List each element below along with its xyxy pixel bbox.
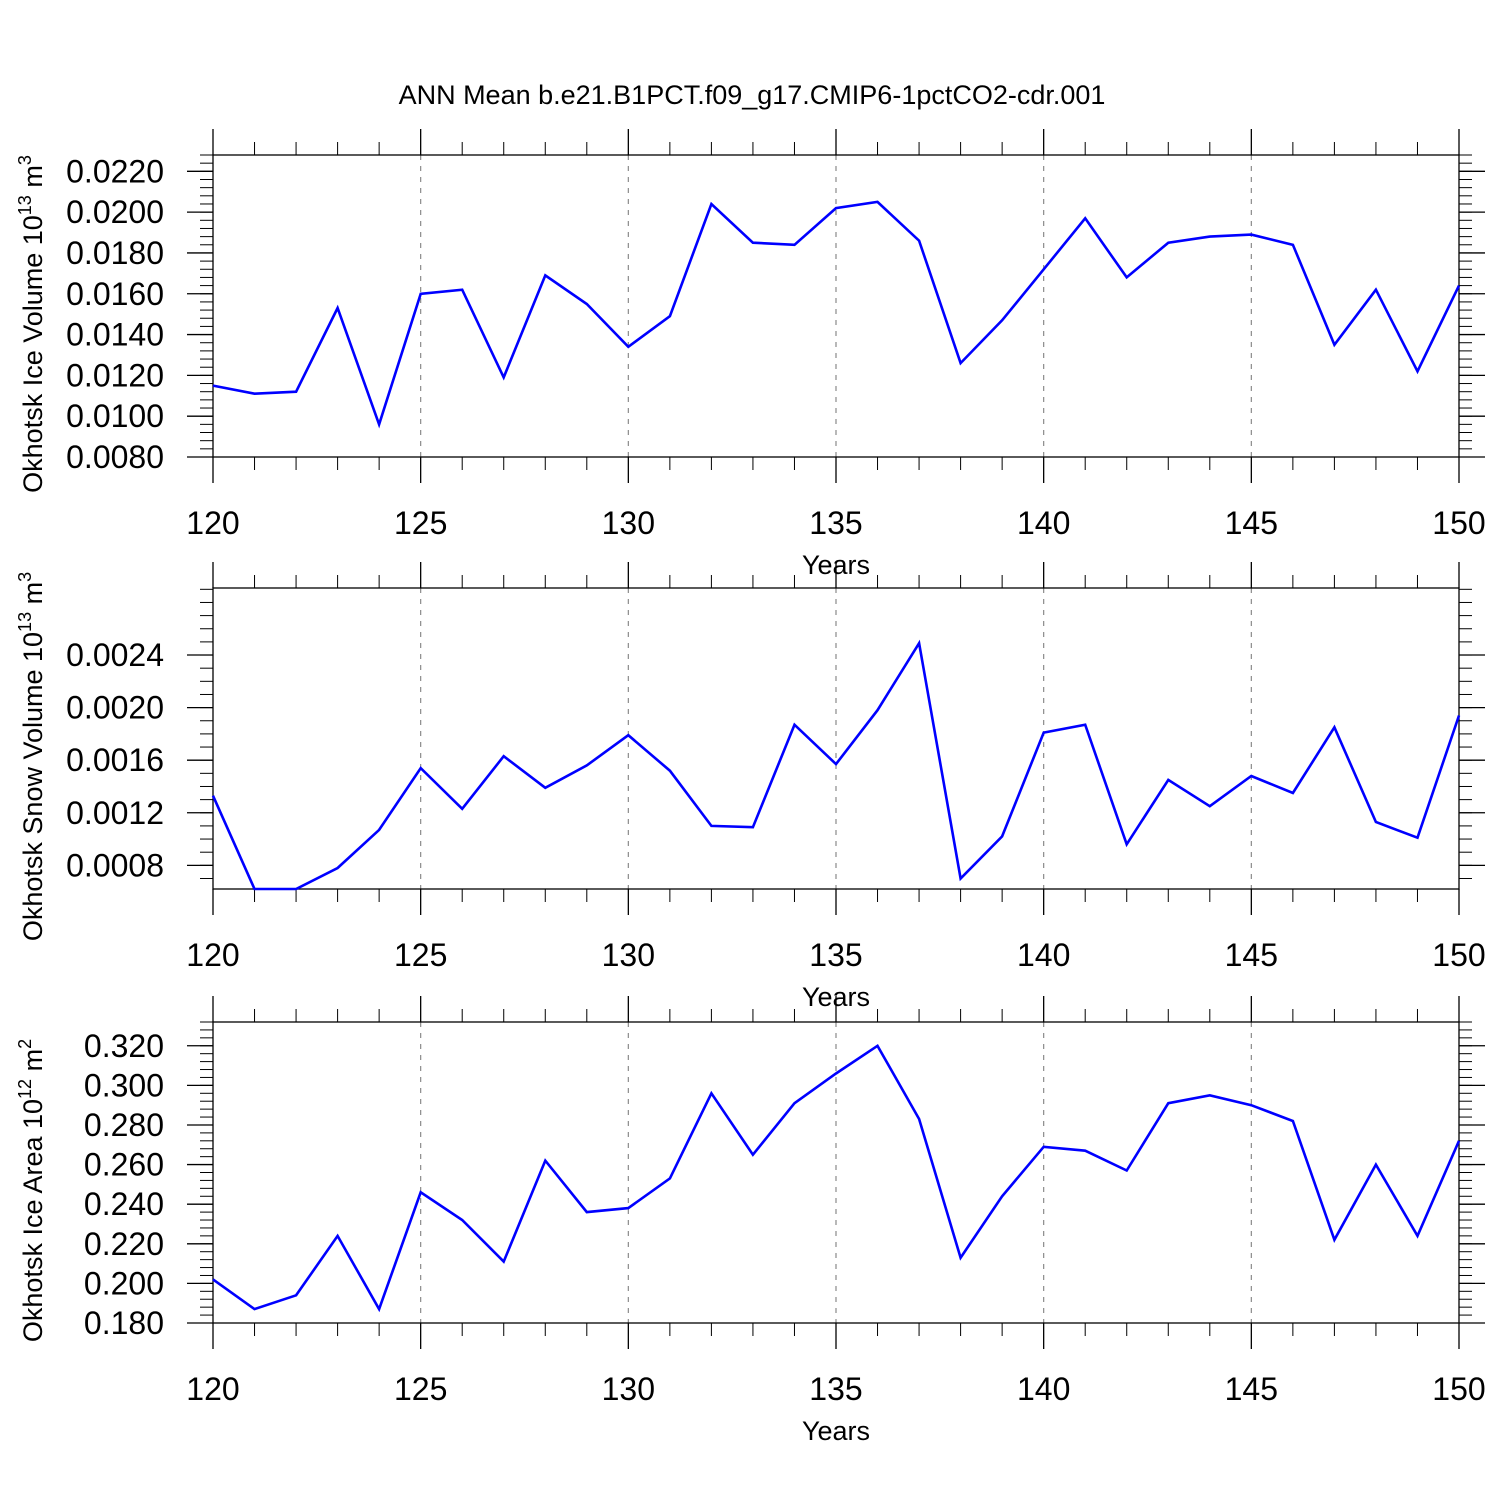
y-axis-label: Okhotsk Ice Volume 1013 m3 bbox=[15, 155, 48, 493]
y-tick-label: 0.0100 bbox=[66, 398, 164, 434]
y-axis-label-unit: m bbox=[18, 582, 48, 612]
y-tick-label: 0.0180 bbox=[66, 235, 164, 271]
y-tick-label: 0.0120 bbox=[66, 357, 164, 393]
y-tick-label: 0.0200 bbox=[66, 194, 164, 230]
y-tick-label: 0.260 bbox=[84, 1147, 164, 1183]
y-tick-label: 0.280 bbox=[84, 1107, 164, 1143]
plot-frame bbox=[212, 587, 1460, 890]
y-axis-label: Okhotsk Snow Volume 1013 m3 bbox=[15, 572, 48, 941]
x-tick-label: 125 bbox=[394, 1371, 447, 1407]
y-tick-label: 0.0160 bbox=[66, 276, 164, 312]
y-tick-label: 0.300 bbox=[84, 1067, 164, 1103]
y-axis-label-unit-power: 3 bbox=[15, 155, 35, 165]
x-tick-label: 120 bbox=[186, 1371, 239, 1407]
y-axis-label-text: Okhotsk Snow Volume 10 bbox=[18, 632, 48, 941]
y-axis-label-exponent: 12 bbox=[15, 1079, 35, 1099]
x-tick-label: 130 bbox=[602, 505, 655, 541]
y-tick-label: 0.0024 bbox=[66, 637, 164, 673]
y-tick-label: 0.200 bbox=[84, 1265, 164, 1301]
x-tick-label: 140 bbox=[1017, 937, 1070, 973]
y-axis-label-text: Okhotsk Ice Volume 10 bbox=[18, 215, 48, 493]
series-line bbox=[212, 1043, 1461, 1313]
plot-frame bbox=[212, 1021, 1460, 1324]
x-tick-label: 145 bbox=[1225, 937, 1278, 973]
x-tick-label: 145 bbox=[1225, 505, 1278, 541]
x-tick-label: 125 bbox=[394, 937, 447, 973]
x-tick-label: 140 bbox=[1017, 505, 1070, 541]
x-tick-label: 150 bbox=[1432, 505, 1485, 541]
y-tick-label: 0.220 bbox=[84, 1226, 164, 1262]
panel-1: 0.0080 0.0100 0.0120 0.0140 0.0160 0.0180 0.02… bbox=[15, 129, 1486, 580]
x-tick-label: 145 bbox=[1225, 1371, 1278, 1407]
x-tick-label: 130 bbox=[602, 1371, 655, 1407]
x-tick-label: 120 bbox=[186, 937, 239, 973]
y-axis-label-exponent: 13 bbox=[15, 195, 35, 215]
x-tick-label: 135 bbox=[809, 937, 862, 973]
x-tick-label: 150 bbox=[1432, 1371, 1485, 1407]
y-tick-label: 0.0220 bbox=[66, 153, 164, 189]
panels: 0.0080 0.0100 0.0120 0.0140 0.0160 0.0180 0.02… bbox=[15, 129, 1486, 1446]
y-tick-label: 0.240 bbox=[84, 1186, 164, 1222]
x-tick-label: 125 bbox=[394, 505, 447, 541]
y-axis-label-exponent: 13 bbox=[15, 612, 35, 632]
plot-frame bbox=[212, 154, 1460, 458]
y-tick-label: 0.0016 bbox=[66, 742, 164, 778]
y-tick-label: 0.0140 bbox=[66, 317, 164, 353]
x-tick-label: 130 bbox=[602, 937, 655, 973]
series-line bbox=[212, 200, 1461, 429]
x-axis-label: Years bbox=[802, 1416, 870, 1446]
y-tick-label: 0.0080 bbox=[66, 439, 164, 475]
y-axis-label-unit: m bbox=[18, 165, 48, 195]
y-tick-label: 0.320 bbox=[84, 1028, 164, 1064]
y-axis-label: Okhotsk Ice Area 1012 m2 bbox=[15, 1039, 48, 1342]
x-tick-label: 120 bbox=[186, 505, 239, 541]
figure-title: ANN Mean b.e21.B1PCT.f09_g17.CMIP6-1pctC… bbox=[399, 80, 1106, 110]
y-axis-label-unit: m bbox=[18, 1049, 48, 1079]
panel-2: 0.0008 0.0012 0.0016 0.0020 0.0024 120 125 130 1… bbox=[15, 562, 1486, 1012]
x-tick-label: 135 bbox=[809, 1371, 862, 1407]
y-tick-label: 0.0020 bbox=[66, 690, 164, 726]
y-tick-label: 0.0012 bbox=[66, 795, 164, 831]
y-axis-label-unit-power: 2 bbox=[15, 1039, 35, 1049]
x-tick-label: 140 bbox=[1017, 1371, 1070, 1407]
y-axis-label-text: Okhotsk Ice Area 10 bbox=[18, 1099, 48, 1342]
x-tick-label: 150 bbox=[1432, 937, 1485, 973]
y-tick-label: 0.180 bbox=[84, 1305, 164, 1341]
x-tick-label: 135 bbox=[809, 505, 862, 541]
y-axis-label-unit-power: 3 bbox=[15, 572, 35, 582]
y-tick-label: 0.0008 bbox=[66, 847, 164, 883]
series-line bbox=[211, 639, 1461, 891]
